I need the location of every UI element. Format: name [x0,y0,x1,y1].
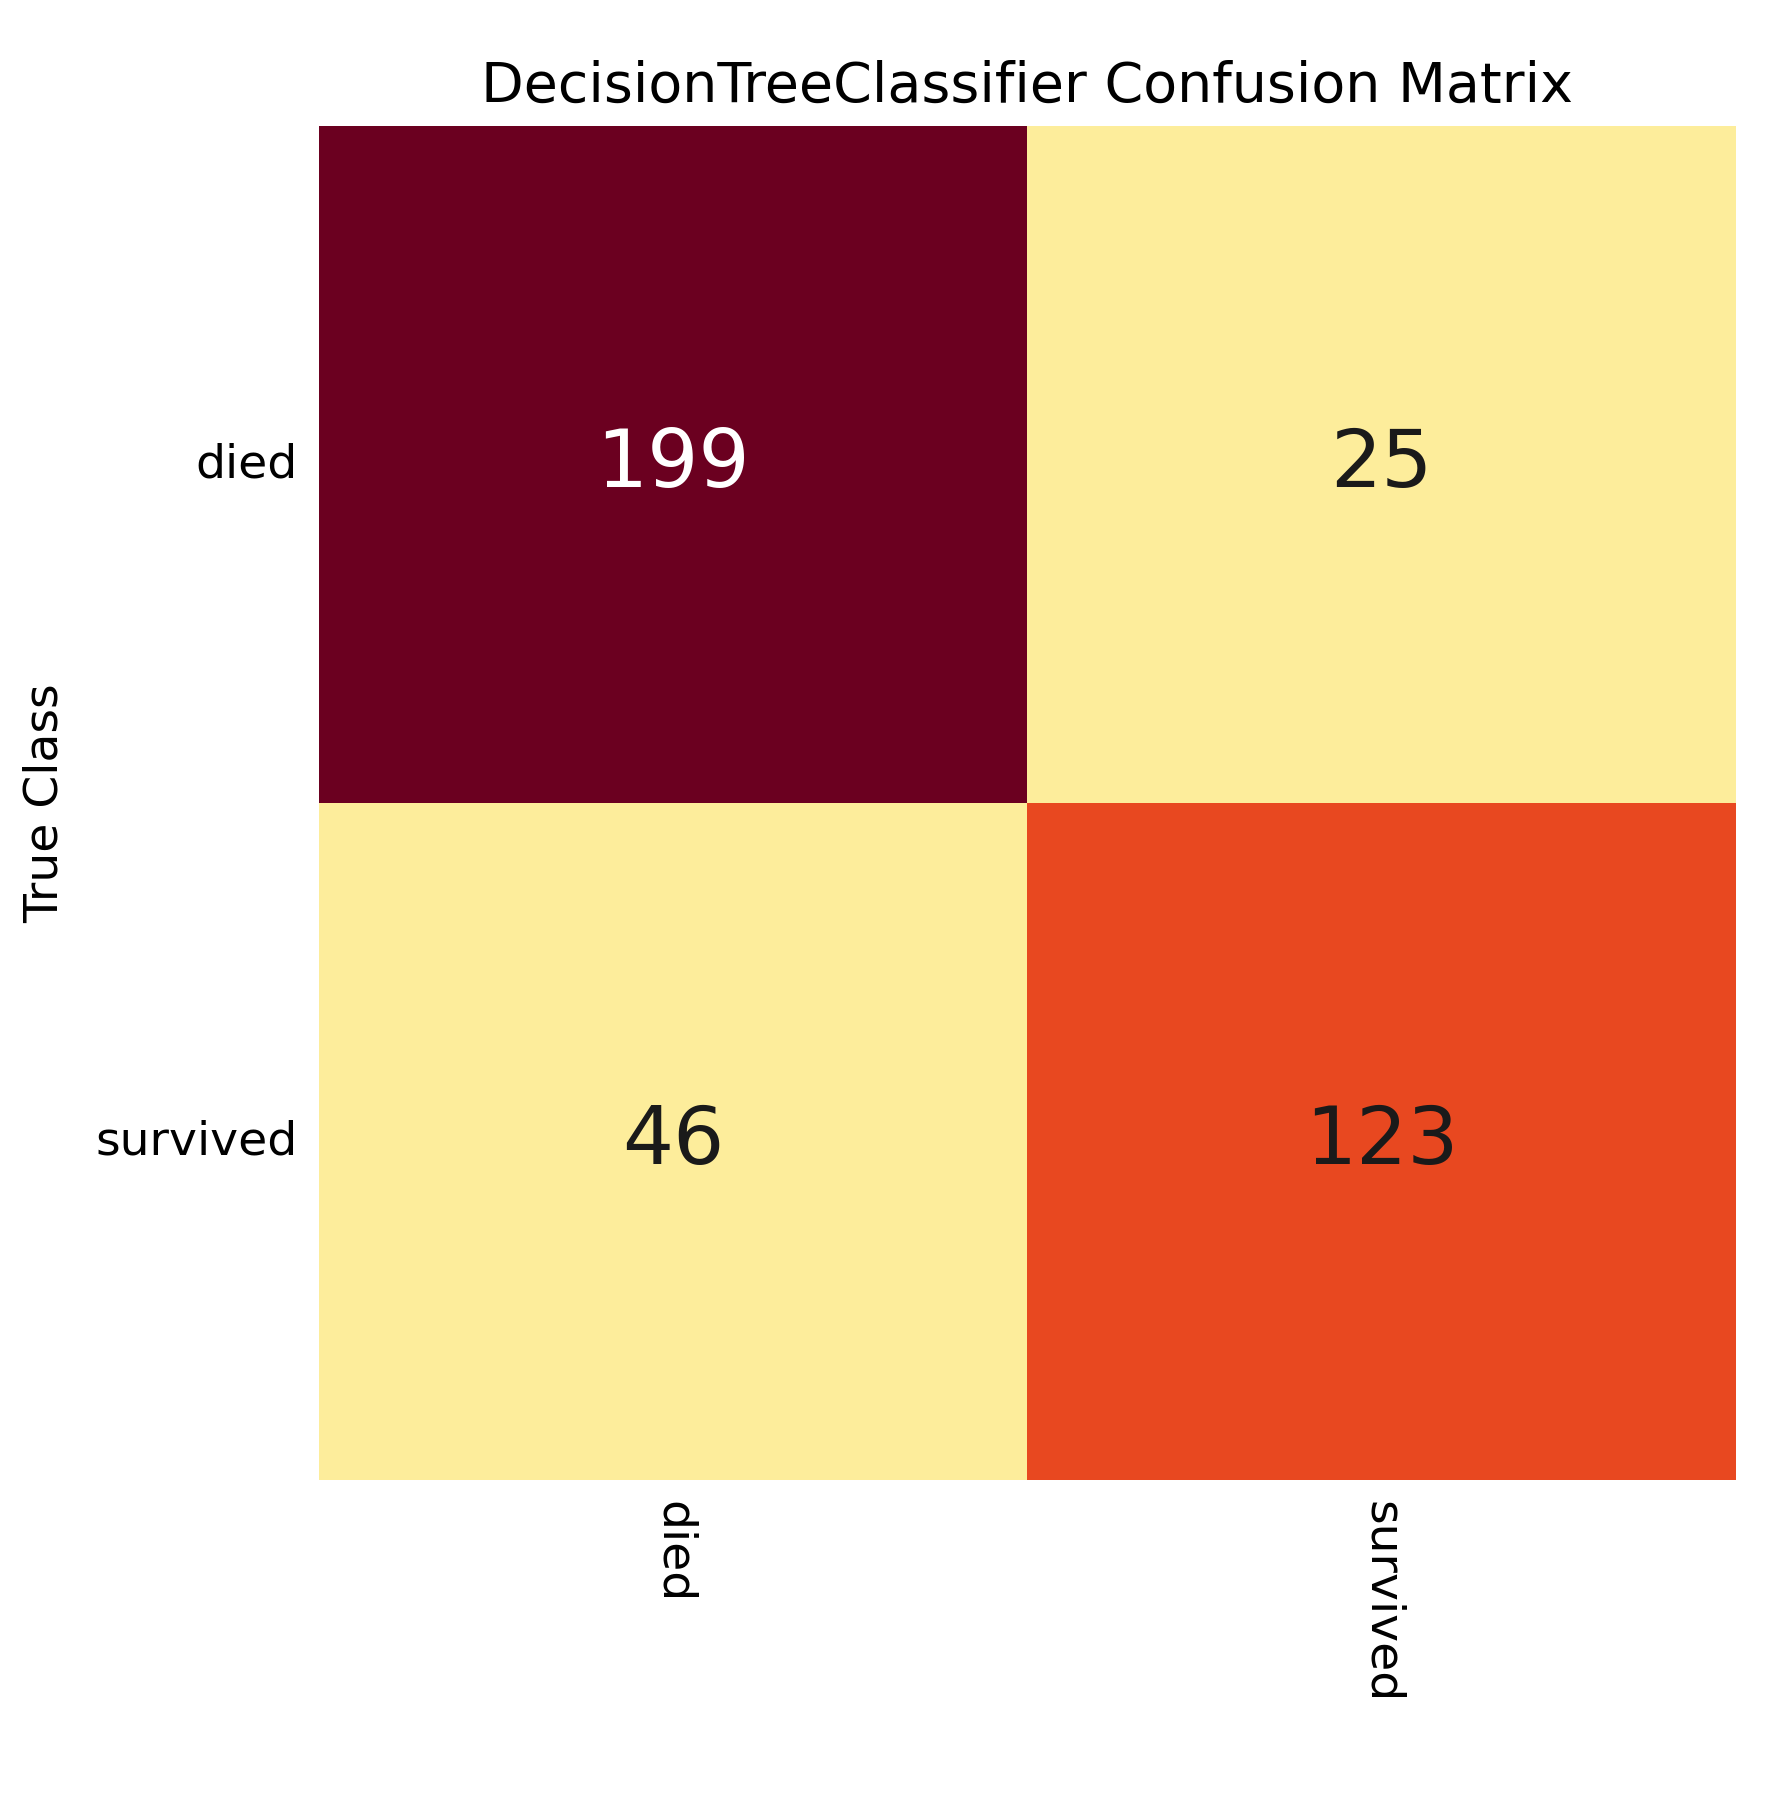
Bar [319,803,1027,1480]
Title: DecisionTreeClassifier Confusion Matrix: DecisionTreeClassifier Confusion Matrix [482,60,1573,114]
Text: 25: 25 [1330,426,1433,504]
Text: 199: 199 [597,426,749,504]
Bar [1027,803,1736,1480]
Text: 46: 46 [622,1103,724,1180]
Bar [1027,126,1736,803]
Y-axis label: True Class: True Class [23,684,67,922]
Text: 123: 123 [1305,1103,1458,1180]
Bar [319,126,1027,803]
